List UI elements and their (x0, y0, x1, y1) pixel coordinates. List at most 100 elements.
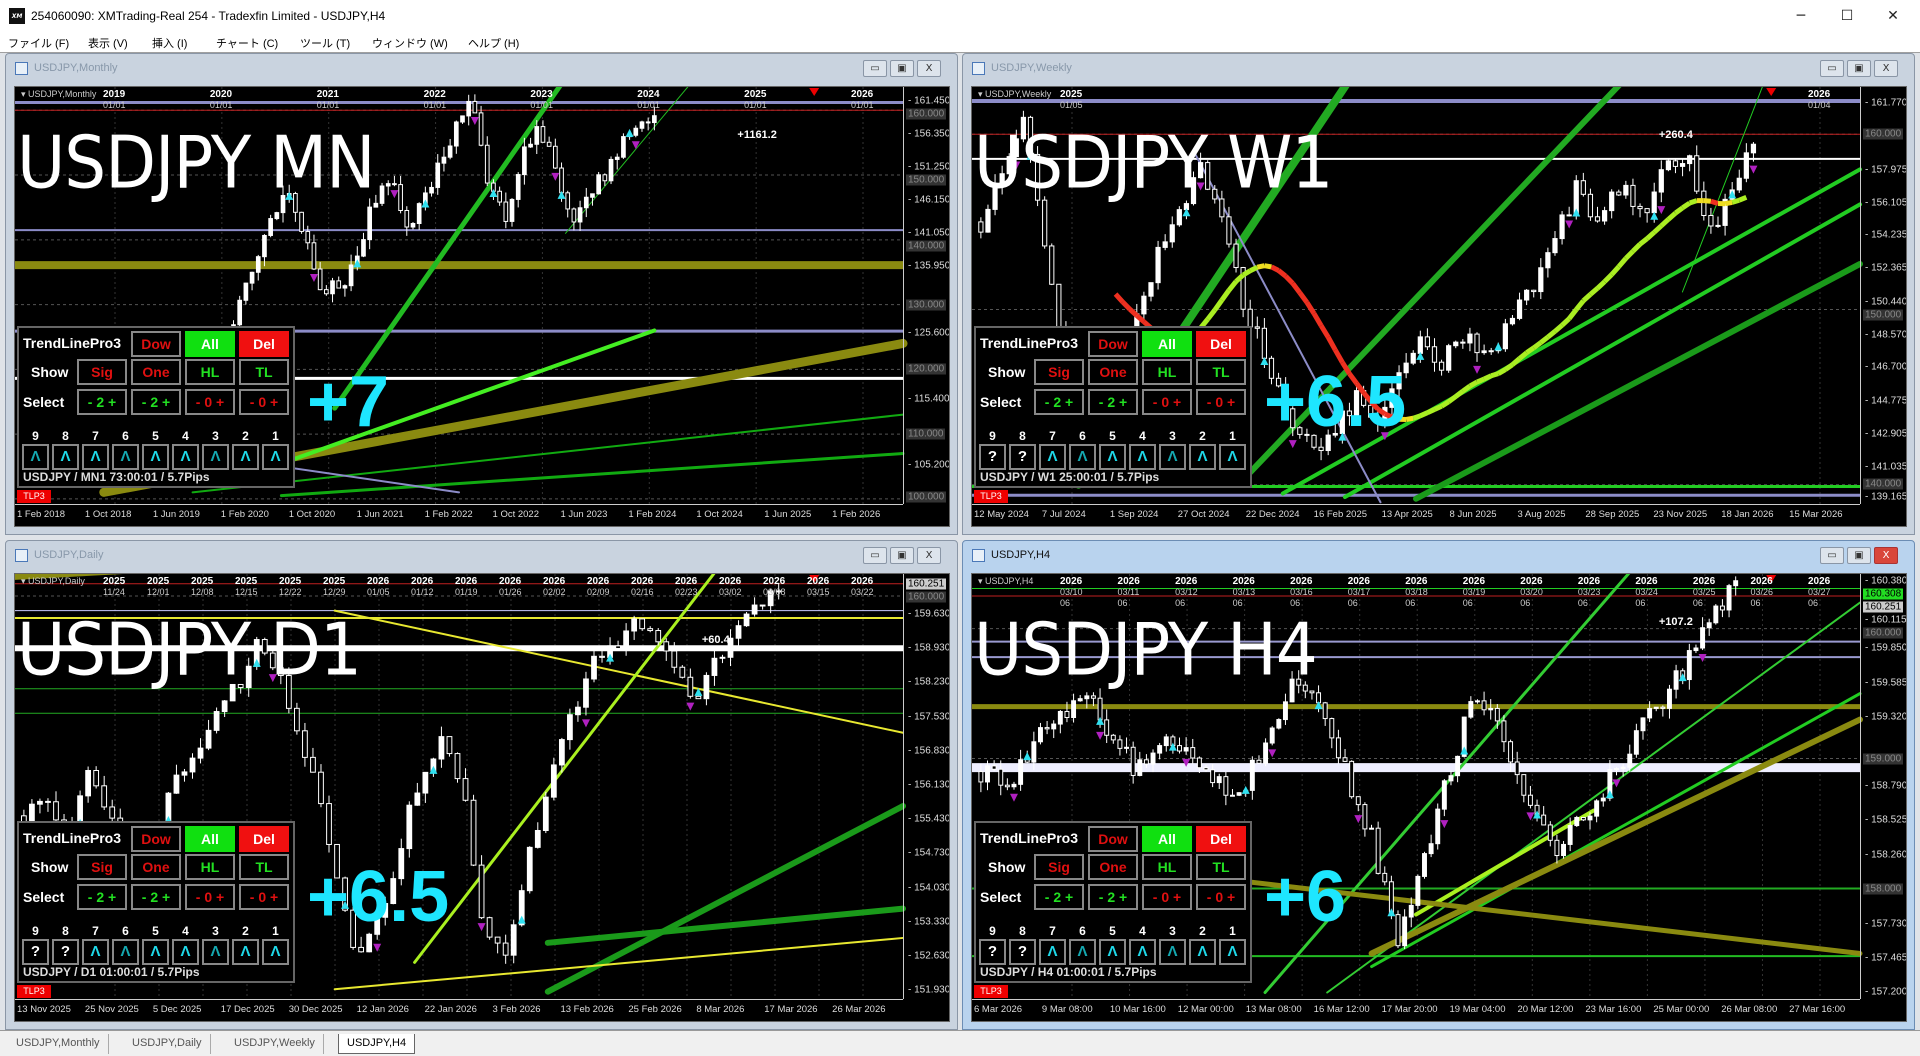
up-trend-button[interactable]: Λ (1099, 939, 1126, 965)
up-trend-button[interactable]: Λ (112, 444, 139, 470)
time-axis[interactable]: 13 Nov 2025 25 Nov 2025 5 Dec 2025 17 Dec 2… (15, 999, 903, 1021)
menu-tools[interactable]: ツール (T) (300, 38, 351, 50)
select-stepper-1[interactable]: - 2 + (1034, 884, 1084, 910)
tab-daily[interactable]: USDJPY,Daily (124, 1034, 211, 1054)
up-trend-button[interactable]: Λ (172, 939, 199, 965)
up-trend-button[interactable]: Λ (1159, 444, 1186, 470)
unknown-trend-button[interactable]: ? (979, 939, 1006, 965)
select-stepper-2[interactable]: - 2 + (1088, 884, 1138, 910)
dow-button[interactable]: Dow (131, 331, 181, 357)
show-tl-button[interactable]: TL (1196, 854, 1246, 880)
select-stepper-4[interactable]: - 0 + (239, 884, 289, 910)
chart-window-header[interactable]: USDJPY,H4 ▭ ▣ X (963, 541, 1914, 571)
up-trend-button[interactable]: Λ (1039, 444, 1066, 470)
up-trend-button[interactable]: Λ (202, 939, 229, 965)
price-axis[interactable]: - 159.630 - 158.930 - 158.230 - 157.530 - 15… (903, 574, 949, 999)
menu-chart[interactable]: チャート (C) (216, 38, 279, 50)
chart-window-header[interactable]: USDJPY,Daily ▭ ▣ X (6, 541, 957, 571)
show-tl-button[interactable]: TL (239, 854, 289, 880)
up-trend-button[interactable]: Λ (1069, 939, 1096, 965)
select-stepper-4[interactable]: - 0 + (239, 389, 289, 415)
up-trend-button[interactable]: Λ (82, 939, 109, 965)
show-hl-button[interactable]: HL (1142, 854, 1192, 880)
chart-window-monthly[interactable]: USDJPY,Monthly ▭ ▣ X ▾ USDJPY,Monthly 2019 01/… (5, 53, 958, 535)
tab-monthly[interactable]: USDJPY,Monthly (8, 1034, 109, 1054)
up-trend-button[interactable]: Λ (232, 444, 259, 470)
up-trend-button[interactable]: Λ (22, 444, 49, 470)
select-stepper-3[interactable]: - 0 + (185, 884, 235, 910)
maximize-button[interactable]: ☐ (1840, 8, 1854, 24)
up-trend-button[interactable]: Λ (232, 939, 259, 965)
show-one-button[interactable]: One (131, 854, 181, 880)
show-hl-button[interactable]: HL (1142, 359, 1192, 385)
show-sig-button[interactable]: Sig (1034, 359, 1084, 385)
show-sig-button[interactable]: Sig (77, 854, 127, 880)
tlp3-badge[interactable]: TLP3 (17, 985, 51, 998)
chart-minimize-button[interactable]: ▭ (863, 60, 887, 77)
select-stepper-1[interactable]: - 2 + (77, 884, 127, 910)
select-stepper-3[interactable]: - 0 + (1142, 389, 1192, 415)
show-sig-button[interactable]: Sig (77, 359, 127, 385)
show-one-button[interactable]: One (131, 359, 181, 385)
menu-help[interactable]: ヘルプ (H) (468, 38, 520, 50)
show-hl-button[interactable]: HL (185, 359, 235, 385)
unknown-trend-button[interactable]: ? (979, 444, 1006, 470)
select-stepper-2[interactable]: - 2 + (131, 389, 181, 415)
up-trend-button[interactable]: Λ (1039, 939, 1066, 965)
all-button[interactable]: All (185, 331, 235, 357)
time-axis[interactable]: 1 Feb 2018 1 Oct 2018 1 Jun 2019 1 Feb 2020… (15, 504, 903, 526)
chart-minimize-button[interactable]: ▭ (1820, 60, 1844, 77)
select-stepper-1[interactable]: - 2 + (77, 389, 127, 415)
unknown-trend-button[interactable]: ? (52, 939, 79, 965)
up-trend-button[interactable]: Λ (82, 444, 109, 470)
up-trend-button[interactable]: Λ (202, 444, 229, 470)
dow-button[interactable]: Dow (131, 826, 181, 852)
delete-button[interactable]: Del (1196, 826, 1246, 852)
tlp3-badge[interactable]: TLP3 (974, 490, 1008, 503)
chart-maximize-button[interactable]: ▣ (890, 547, 914, 564)
tlp3-badge[interactable]: TLP3 (974, 985, 1008, 998)
dow-button[interactable]: Dow (1088, 826, 1138, 852)
chart-window-header[interactable]: USDJPY,Weekly ▭ ▣ X (963, 54, 1914, 84)
all-button[interactable]: All (1142, 826, 1192, 852)
show-one-button[interactable]: One (1088, 854, 1138, 880)
price-axis[interactable]: - 160.380 - 160.115 - 159.850 - 159.585 - 15… (1860, 574, 1906, 999)
show-one-button[interactable]: One (1088, 359, 1138, 385)
menu-insert[interactable]: 挿入 (I) (152, 38, 188, 50)
select-stepper-4[interactable]: - 0 + (1196, 389, 1246, 415)
select-stepper-1[interactable]: - 2 + (1034, 389, 1084, 415)
price-axis[interactable]: - 161.770 - 157.975 - 156.105 - 154.235 - 15… (1860, 87, 1906, 504)
menu-view[interactable]: 表示 (V) (88, 38, 128, 50)
select-stepper-3[interactable]: - 0 + (185, 389, 235, 415)
delete-button[interactable]: Del (239, 331, 289, 357)
select-stepper-4[interactable]: - 0 + (1196, 884, 1246, 910)
select-stepper-2[interactable]: - 2 + (1088, 389, 1138, 415)
price-chart[interactable]: ▾ USDJPY,Monthly 2019 01/01 2020 01/01 2021 01… (14, 86, 950, 527)
up-trend-button[interactable]: Λ (172, 444, 199, 470)
chart-minimize-button[interactable]: ▭ (1820, 547, 1844, 564)
dow-button[interactable]: Dow (1088, 331, 1138, 357)
up-trend-button[interactable]: Λ (1219, 939, 1246, 965)
tlp3-badge[interactable]: TLP3 (17, 490, 51, 503)
chart-close-button[interactable]: X (917, 60, 941, 77)
select-stepper-3[interactable]: - 0 + (1142, 884, 1192, 910)
up-trend-button[interactable]: Λ (1069, 444, 1096, 470)
up-trend-button[interactable]: Λ (1189, 444, 1216, 470)
unknown-trend-button[interactable]: ? (1009, 444, 1036, 470)
tab-h4[interactable]: USDJPY,H4 (338, 1034, 416, 1054)
up-trend-button[interactable]: Λ (1129, 939, 1156, 965)
unknown-trend-button[interactable]: ? (22, 939, 49, 965)
up-trend-button[interactable]: Λ (1189, 939, 1216, 965)
up-trend-button[interactable]: Λ (112, 939, 139, 965)
show-sig-button[interactable]: Sig (1034, 854, 1084, 880)
up-trend-button[interactable]: Λ (142, 939, 169, 965)
chart-minimize-button[interactable]: ▭ (863, 547, 887, 564)
up-trend-button[interactable]: Λ (1219, 444, 1246, 470)
unknown-trend-button[interactable]: ? (1009, 939, 1036, 965)
time-axis[interactable]: 12 May 2024 7 Jul 2024 1 Sep 2024 27 Oct 20… (972, 504, 1860, 526)
price-chart[interactable]: ▾ USDJPY,H4 2026 03/10 06 2026 03/11 06 2026 03/… (971, 573, 1907, 1022)
tab-weekly[interactable]: USDJPY,Weekly (226, 1034, 324, 1054)
chart-close-button[interactable]: X (917, 547, 941, 564)
up-trend-button[interactable]: Λ (1159, 939, 1186, 965)
chart-maximize-button[interactable]: ▣ (1847, 547, 1871, 564)
